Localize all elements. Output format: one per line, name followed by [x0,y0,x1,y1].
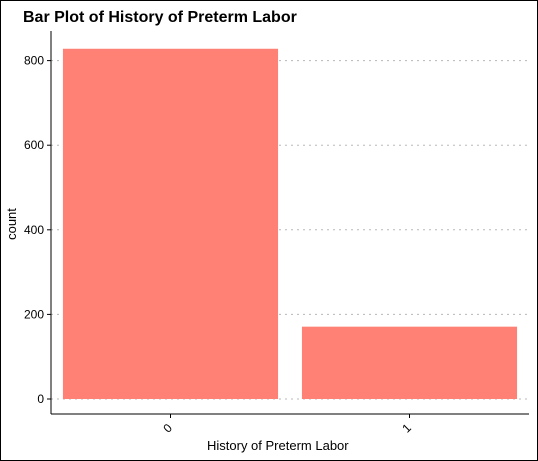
y-tick-label: 600 [24,138,44,152]
bar-1 [302,327,517,399]
y-axis-ticks: 0 200 400 600 800 [24,54,51,406]
x-tick-label: 1 [399,421,414,436]
y-tick-label: 200 [24,307,44,321]
x-axis-label: History of Preterm Labor [207,438,349,453]
y-tick-label: 800 [24,54,44,68]
y-tick-label: 0 [37,392,44,406]
y-axis-label: count [4,208,19,240]
bar-0 [63,49,278,399]
bars [63,49,517,399]
x-tick-label: 0 [160,421,175,436]
chart-title: Bar Plot of History of Preterm Labor [23,9,297,26]
y-tick-label: 400 [24,223,44,237]
